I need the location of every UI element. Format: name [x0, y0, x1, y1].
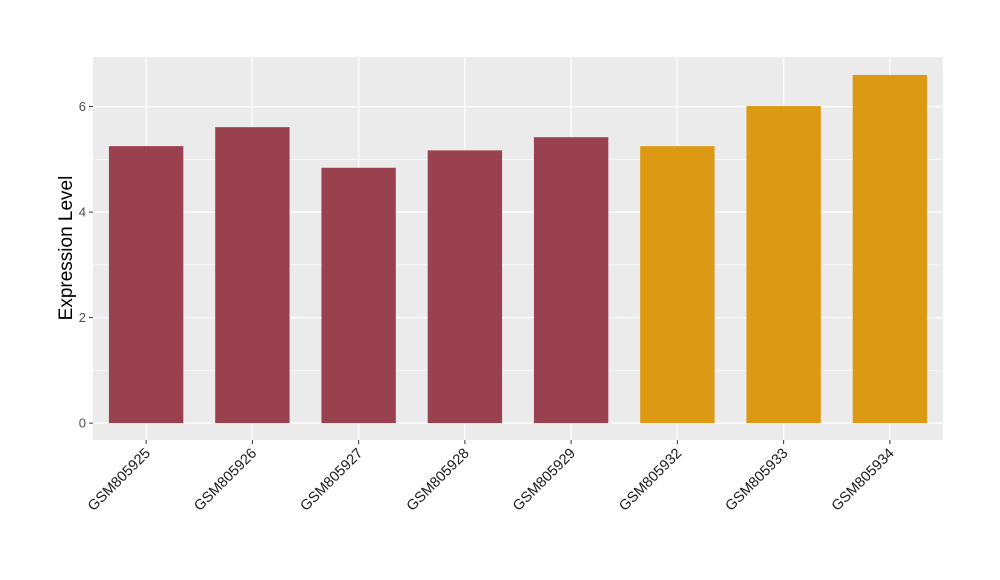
bar-GSM805926 [215, 127, 290, 424]
x-axis: GSM805925 GSM805926 GSM805927 GSM805928 GSM8… [85, 440, 898, 514]
bar-GSM805925 [108, 146, 184, 424]
x-tick-label: GSM805925 [85, 446, 154, 515]
y-axis-title: Expression Level [56, 176, 77, 321]
bar-GSM805932 [640, 146, 715, 424]
x-tick-label: GSM805927 [298, 446, 367, 515]
x-tick-label: GSM805926 [191, 446, 260, 515]
bar-GSM805934 [852, 74, 928, 424]
y-tick-label: 0 [79, 416, 86, 431]
bars [108, 74, 928, 424]
y-tick-label: 2 [79, 310, 86, 325]
x-tick-label: GSM805934 [829, 446, 898, 515]
x-tick-label: GSM805929 [510, 446, 579, 515]
y-tick-label: 4 [79, 205, 86, 220]
bar-GSM805927 [321, 167, 396, 424]
bar-GSM805933 [746, 106, 821, 424]
bar-GSM805929 [533, 137, 609, 424]
x-tick-label: GSM805932 [616, 446, 685, 515]
y-axis: 0 2 4 6 [79, 99, 93, 431]
x-tick-label: GSM805928 [404, 446, 473, 515]
x-tick-label: GSM805933 [723, 446, 792, 515]
y-tick-label: 6 [79, 99, 86, 114]
bar-GSM805928 [427, 150, 503, 424]
